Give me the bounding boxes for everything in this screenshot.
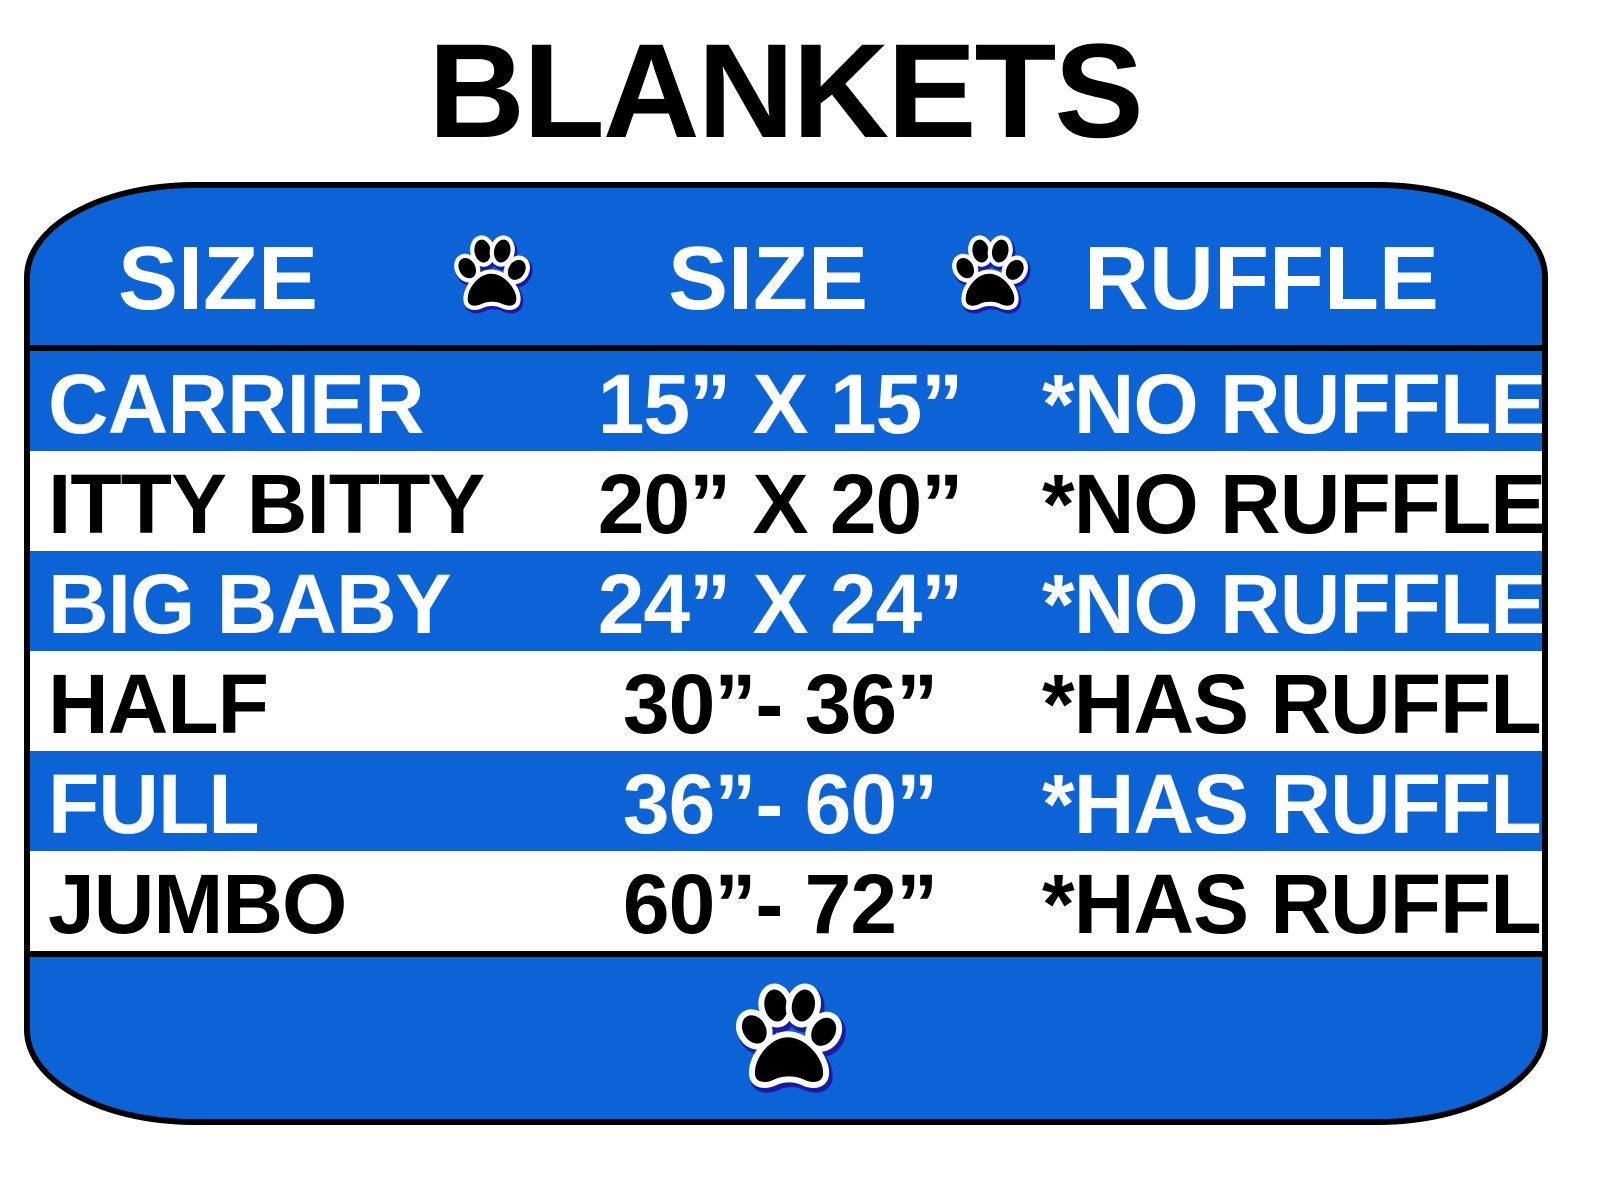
ruffle-note: *HAS RUFFLE — [1042, 757, 1548, 851]
table-row: BIG BABY 24” X 24” *NO RUFFLE — [30, 551, 1542, 651]
divider — [30, 951, 1542, 957]
size-dimensions: 24” X 24” — [597, 557, 964, 651]
paw-print-icon — [728, 980, 850, 1098]
page-title: BLANKETS — [428, 17, 1144, 166]
size-dimensions: 15” X 15” — [597, 357, 964, 451]
size-chart: SIZE SIZE RUFFLE CARRIER 15” X 15” *NO RUF… — [24, 182, 1548, 1125]
size-name: CARRIER — [48, 357, 425, 451]
ruffle-note: *NO RUFFLE — [1042, 557, 1546, 651]
ruffle-note: *NO RUFFLE — [1042, 357, 1546, 451]
table-row: HALF 30”- 36” *HAS RUFFLE — [30, 651, 1542, 751]
size-dimensions: 20” X 20” — [597, 457, 964, 551]
ruffle-note: *HAS RUFFLE — [1042, 657, 1548, 751]
size-name: ITTY BITTY — [48, 457, 485, 551]
paw-print-icon — [446, 234, 538, 316]
size-name: HALF — [48, 657, 269, 751]
ruffle-note: *NO RUFFLE — [1042, 457, 1546, 551]
table-header: SIZE SIZE RUFFLE — [30, 188, 1542, 345]
table-row: ITTY BITTY 20” X 20” *NO RUFFLE — [30, 451, 1542, 551]
table-row: CARRIER 15” X 15” *NO RUFFLE — [30, 351, 1542, 451]
size-dimensions: 60”- 72” — [622, 857, 938, 951]
divider — [30, 345, 1542, 351]
table-row: FULL 36”- 60” *HAS RUFFLE — [30, 751, 1542, 851]
size-dimensions: 30”- 36” — [622, 657, 938, 751]
size-name: FULL — [48, 757, 260, 851]
header-size-label: SIZE — [668, 229, 869, 329]
header-ruffle-label: RUFFLE — [1084, 229, 1439, 329]
paw-print-icon — [944, 234, 1036, 316]
header-size-label: SIZE — [118, 229, 319, 329]
ruffle-note: *HAS RUFFLE — [1042, 857, 1548, 951]
size-dimensions: 36”- 60” — [622, 757, 938, 851]
table-row: JUMBO 60”- 72” *HAS RUFFLE — [30, 851, 1542, 951]
size-name: BIG BABY — [48, 557, 452, 651]
size-name: JUMBO — [48, 857, 347, 951]
